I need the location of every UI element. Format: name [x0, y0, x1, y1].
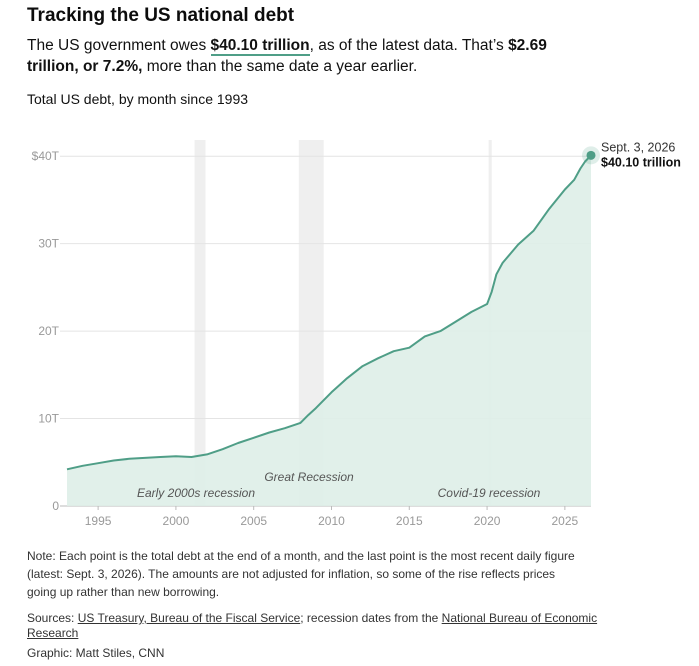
sources-mid: ; recession dates from the	[300, 611, 442, 625]
x-tick-label: 2000	[163, 514, 190, 528]
summary-text: The US government owes $40.10 trillion, …	[27, 35, 587, 77]
summary-prefix: The US government owes	[27, 37, 211, 54]
treasury-source-link[interactable]: US Treasury, Bureau of the Fiscal Servic…	[77, 611, 301, 625]
x-tick-label: 2010	[318, 514, 345, 528]
debt-line	[66, 154, 592, 471]
axes: 0 10T 20T 30T $40T 1995 2000 2005 2010 2015 2020 20…	[32, 149, 579, 528]
summary-mid: , as of the latest data. That’s	[309, 37, 509, 54]
latest-point-dot	[586, 150, 596, 160]
latest-date-label: Sept. 3, 2026	[601, 140, 675, 154]
recession-labels: Early 2000s recession Great Recession Covi…	[137, 470, 541, 500]
chart-title: Tracking the US national debt	[27, 5, 295, 26]
sources: Sources: US Treasury, Bureau of the Fisc…	[27, 611, 627, 641]
x-tick-label: 2020	[474, 514, 501, 528]
sources-prefix: Sources:	[27, 611, 78, 625]
recession-label: Early 2000s recession	[137, 486, 255, 500]
summary-suffix: more than the same date a year earlier.	[142, 58, 418, 75]
y-tick-label: 0	[52, 499, 59, 513]
debt-chart: Early 2000s recession Great Recession Covi…	[32, 140, 681, 528]
x-tick-label: 2015	[396, 514, 423, 528]
recession-label: Great Recession	[264, 470, 354, 484]
y-tick-label: 20T	[38, 324, 59, 338]
y-tick-label: $40T	[32, 149, 60, 163]
nber-source-link[interactable]: National Bureau of Economic Research	[27, 611, 598, 640]
chart-note: Note: Each point is the total debt at th…	[27, 549, 575, 599]
latest-value-label: $40.10 trillion	[601, 155, 681, 169]
chart-subtitle: Total US debt, by month since 1993	[27, 91, 249, 107]
recession-label: Covid-19 recession	[438, 486, 541, 500]
x-tick-label: 2025	[552, 514, 579, 528]
debt-area	[66, 154, 592, 506]
summary-debt-amount: $40.10 trillion	[210, 37, 310, 56]
summary-change: $2.69 trillion, or 7.2%,	[27, 37, 547, 75]
x-tick-label: 2005	[240, 514, 267, 528]
y-tick-label: 10T	[38, 412, 59, 426]
latest-point: Sept. 3, 2026$40.10 trillion	[582, 140, 681, 169]
x-tick-label: 1995	[85, 514, 112, 528]
debt-area-fill	[67, 155, 591, 506]
graphic-credit: Graphic: Matt Stiles, CNN	[27, 646, 165, 660]
recession-band-0	[194, 140, 206, 506]
y-tick-label: 30T	[38, 237, 59, 251]
